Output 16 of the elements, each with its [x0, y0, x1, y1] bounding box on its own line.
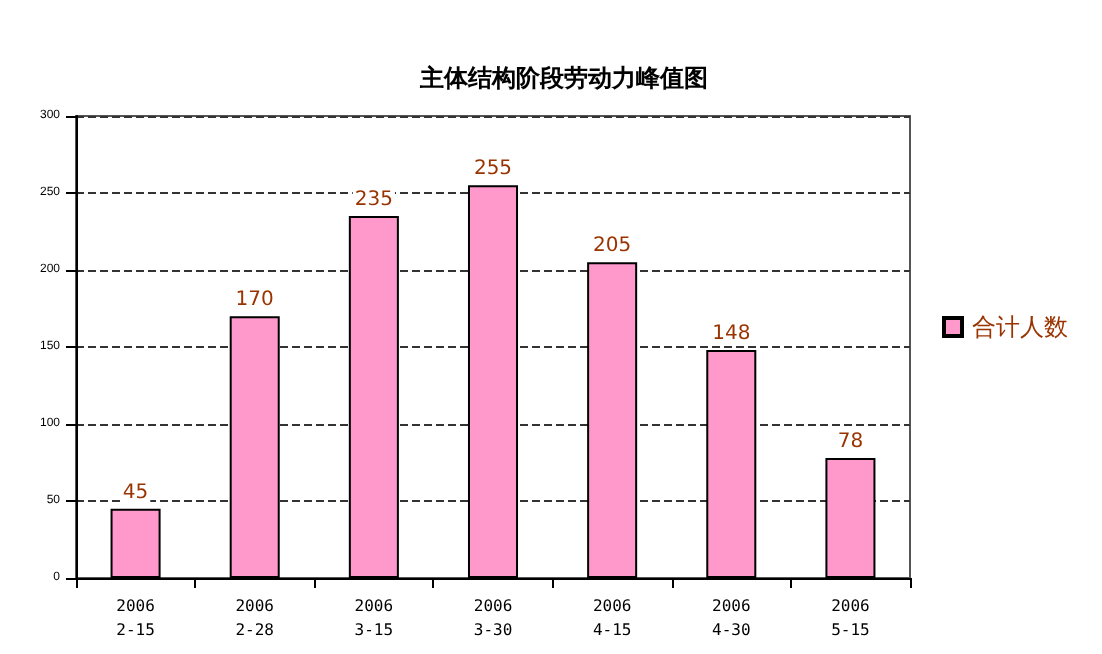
data-label: 148 — [712, 323, 751, 346]
data-label: 205 — [593, 235, 632, 258]
x-tick-label: 2006 3-30 — [473, 597, 513, 639]
x-tick-label: 2006 2-15 — [116, 597, 156, 639]
data-label: 235 — [354, 189, 393, 212]
x-tick-label: 2006 4-30 — [712, 597, 751, 639]
data-label: 170 — [235, 289, 274, 312]
x-tick-label: 2006 2-28 — [235, 597, 275, 639]
x-tick-label: 2006 3-15 — [354, 597, 394, 639]
legend-label: 合计人数 — [972, 313, 1068, 341]
data-label: 78 — [837, 430, 864, 453]
x-tick-label: 2006 5-15 — [831, 597, 871, 639]
data-label: 45 — [122, 481, 149, 504]
x-tick-label: 2006 4-15 — [592, 597, 632, 639]
data-label: 255 — [473, 158, 513, 181]
chart-title: 主体结构阶段劳动力峰值图 — [418, 64, 708, 92]
